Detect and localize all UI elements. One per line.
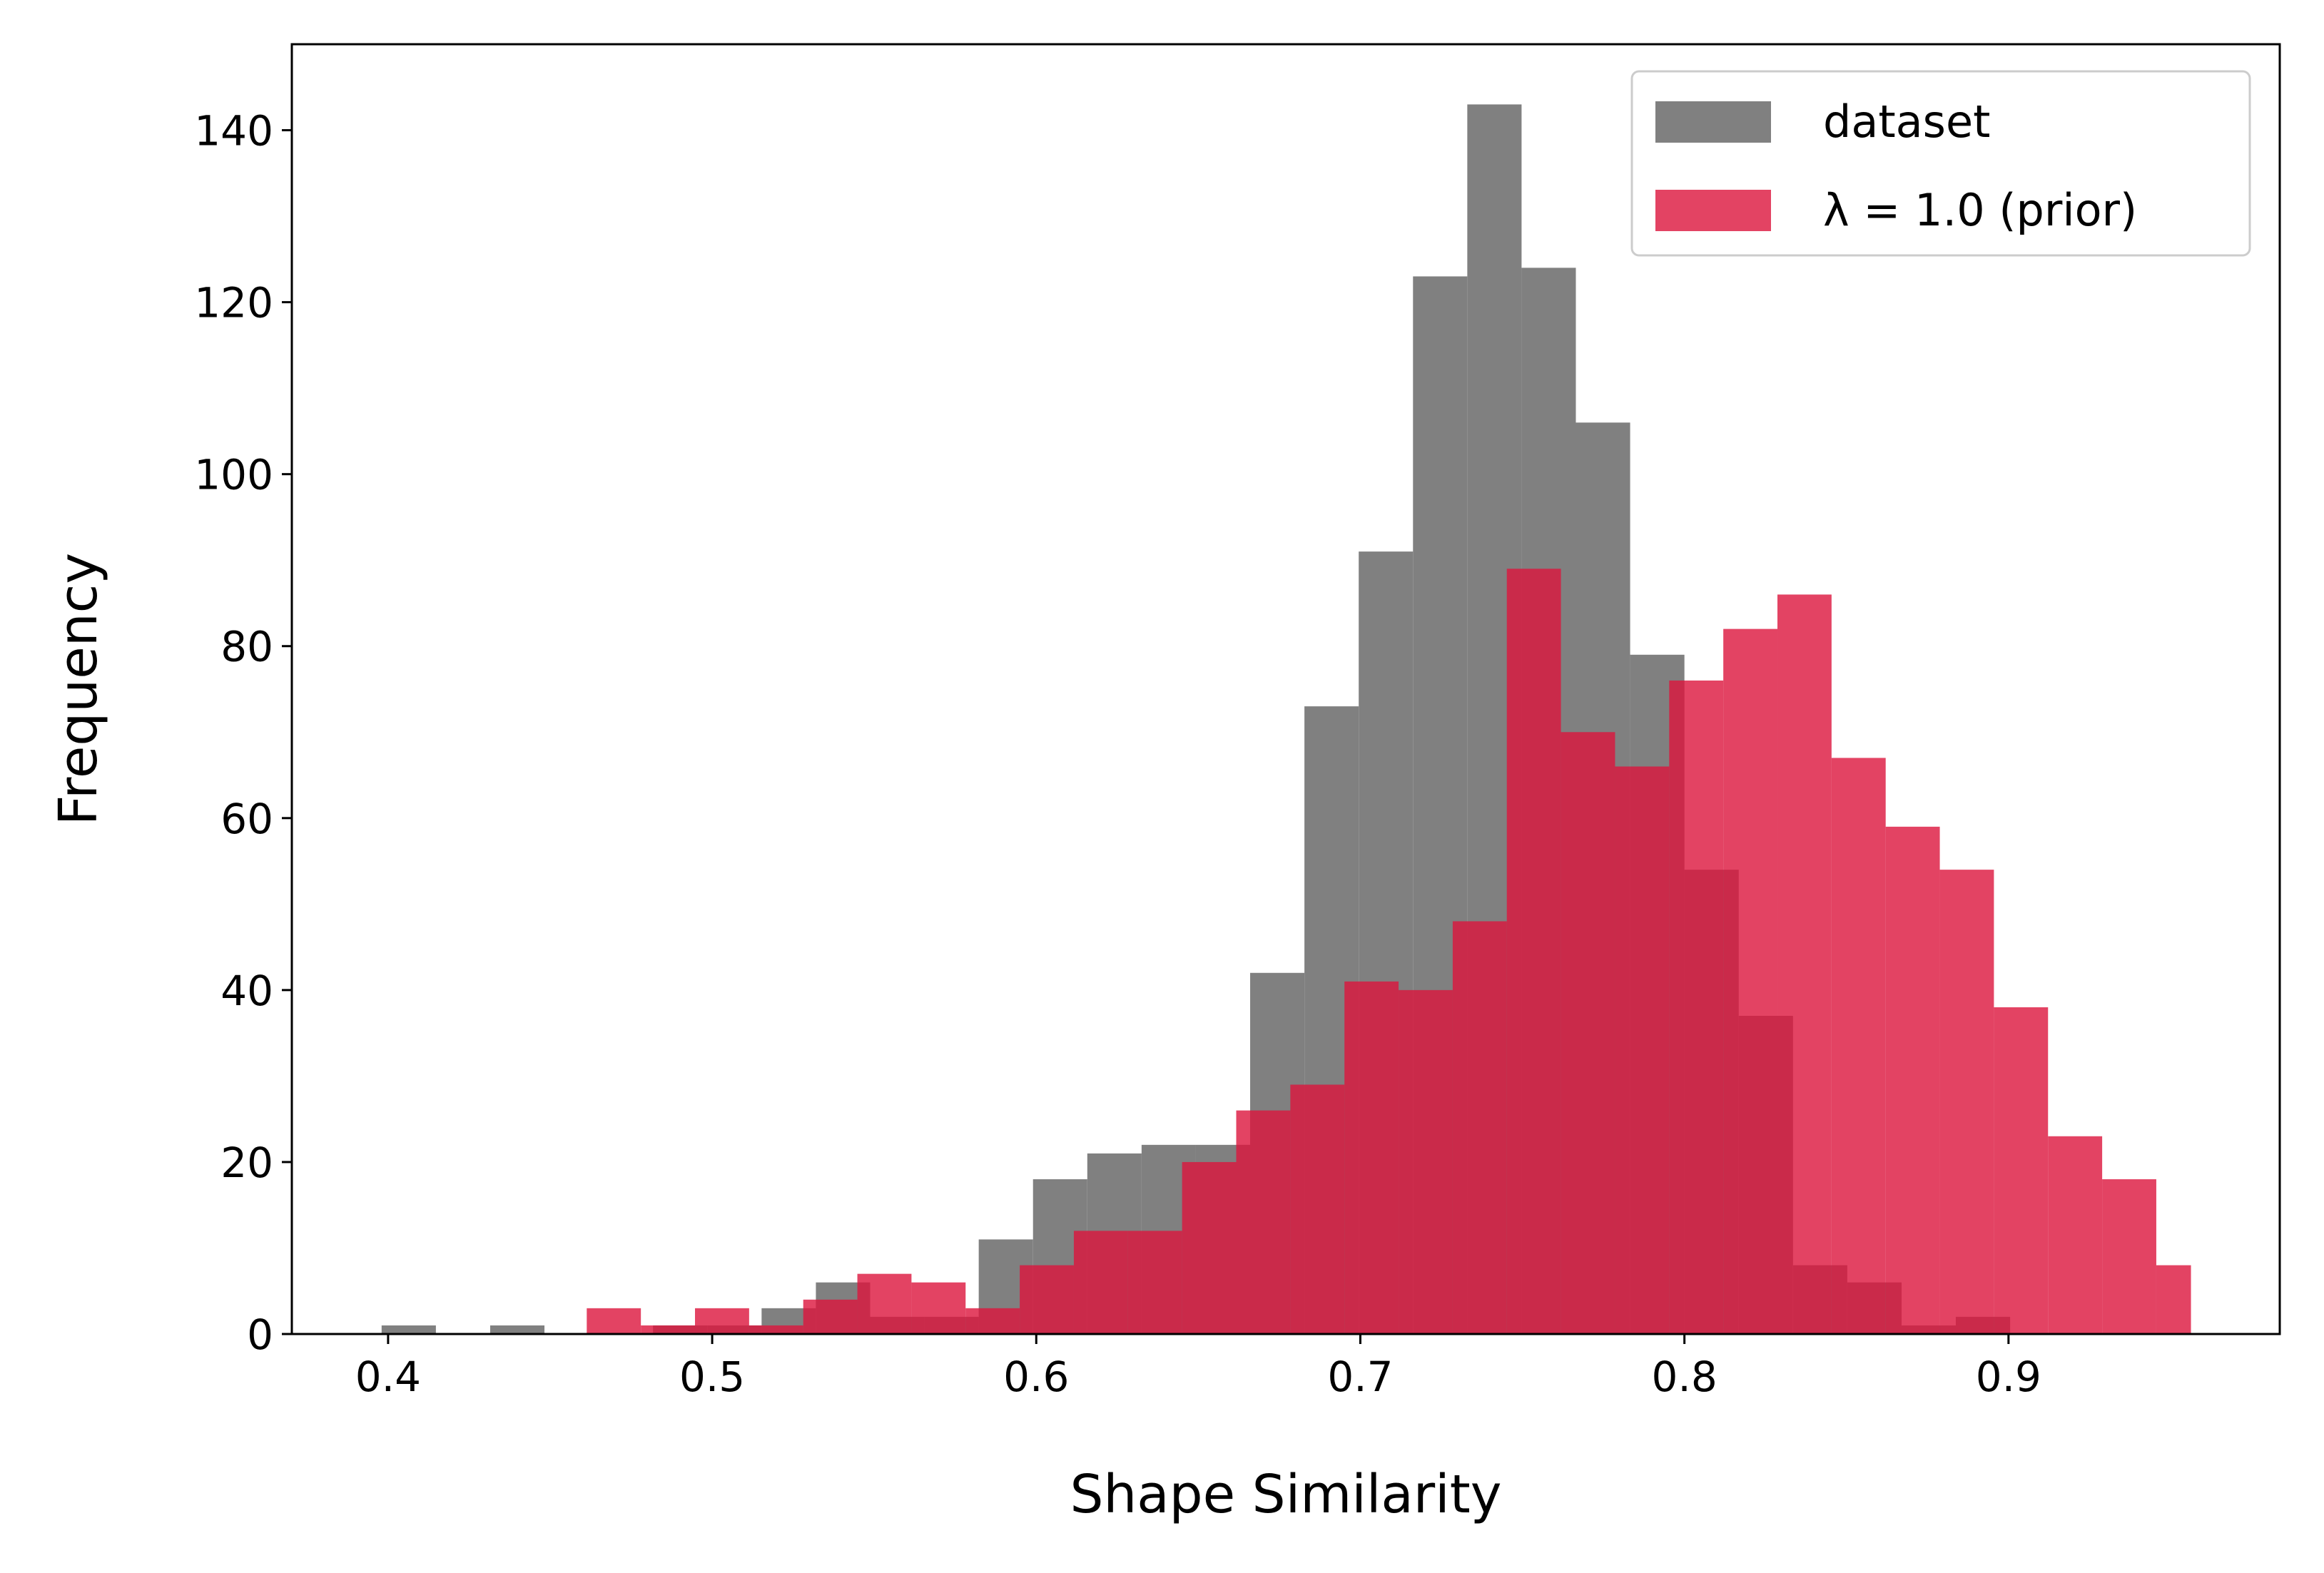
y-tick-label: 100	[194, 451, 273, 499]
legend-label: λ = 1.0 (prior)	[1823, 184, 2137, 236]
histogram-bar	[2156, 1265, 2191, 1334]
legend-label: dataset	[1823, 96, 1990, 148]
histogram-bar	[489, 1325, 545, 1334]
histogram-bar	[911, 1282, 966, 1334]
y-tick-label: 120	[194, 279, 273, 327]
histogram-bar	[1020, 1265, 1074, 1334]
histogram-bar	[1506, 569, 1561, 1334]
histogram-bar	[641, 1325, 696, 1334]
histogram-bar	[1561, 732, 1615, 1334]
legend-swatch	[1655, 101, 1771, 143]
x-axis-label: Shape Similarity	[1070, 1464, 1501, 1525]
histogram-bar	[1452, 921, 1507, 1334]
histogram-bar	[1723, 628, 1778, 1334]
x-tick-label: 0.7	[1327, 1353, 1393, 1401]
histogram-bar	[1669, 680, 1724, 1334]
legend-swatch	[1655, 190, 1771, 231]
histogram-bar	[1615, 766, 1670, 1334]
histogram-bar	[1885, 826, 1940, 1334]
histogram-bar	[1777, 594, 1832, 1334]
histogram-bar	[1073, 1231, 1128, 1334]
legend-box	[1630, 70, 2251, 257]
y-tick-label: 20	[220, 1139, 273, 1187]
histogram-bar	[749, 1325, 803, 1334]
histogram-bar	[1127, 1231, 1182, 1334]
histogram-series	[587, 569, 2191, 1334]
histogram-bar	[857, 1273, 912, 1334]
x-tick-label: 0.5	[679, 1353, 745, 1401]
histogram-bar	[1399, 989, 1453, 1334]
histogram-bar	[1831, 758, 1886, 1334]
y-tick-label: 80	[220, 623, 273, 671]
histogram-bar	[2102, 1179, 2156, 1334]
histogram-bar	[1236, 1110, 1291, 1334]
histogram-bar	[587, 1308, 641, 1334]
histogram-bar	[1344, 981, 1399, 1334]
histogram-bar	[381, 1325, 436, 1334]
histogram-bar	[1182, 1161, 1237, 1334]
x-tick-label: 0.9	[1976, 1353, 2041, 1401]
histogram-bar	[803, 1299, 858, 1334]
y-tick-label: 40	[220, 967, 273, 1015]
histogram-bar	[695, 1308, 749, 1334]
plot-frame	[290, 43, 2281, 1335]
y-axis-label: Frequency	[48, 553, 109, 825]
histogram-bar	[1939, 870, 1994, 1334]
x-tick-label: 0.4	[355, 1353, 421, 1401]
y-tick-label: 140	[194, 107, 273, 156]
x-tick-label: 0.8	[1652, 1353, 1717, 1401]
x-tick-label: 0.6	[1003, 1353, 1069, 1401]
histogram-bar	[1994, 1007, 2049, 1334]
histogram-bar	[1290, 1084, 1345, 1334]
histogram-bar	[965, 1308, 1020, 1334]
y-tick-label: 60	[220, 795, 273, 843]
y-tick-label: 0	[247, 1310, 273, 1359]
histogram-bar	[2048, 1136, 2103, 1334]
